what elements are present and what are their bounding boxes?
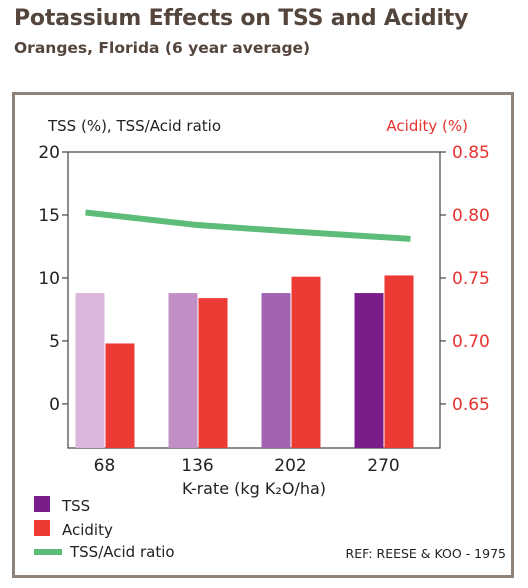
y-right-tick-label: 0.65 [452, 395, 490, 415]
acidity-bar [291, 276, 321, 448]
y-left-tick-label: 20 [38, 143, 60, 163]
y-left-tick-label: 15 [38, 206, 60, 226]
legend-swatch-tss [34, 496, 50, 512]
acidity-bar [105, 343, 135, 448]
acidity-bar [384, 275, 414, 448]
legend-swatch-acidity [34, 520, 50, 536]
y-right-tick-label: 0.70 [452, 332, 490, 352]
y-axis-right-label: Acidity (%) [386, 117, 468, 135]
x-tick-label: 68 [94, 456, 116, 476]
y-axis-left-label: TSS (%), TSS/Acid ratio [47, 117, 221, 135]
legend-label-ratio: TSS/Acid ratio [69, 543, 175, 561]
y-right-tick-label: 0.80 [452, 206, 490, 226]
ratio-line [85, 209, 411, 242]
tss-bar [168, 293, 198, 448]
x-tick-label: 202 [274, 456, 306, 476]
legend: TSS Acidity TSS/Acid ratio [34, 496, 175, 561]
x-tick-label: 270 [367, 456, 399, 476]
reference-note: REF: REESE & KOO - 1975 [346, 546, 506, 561]
x-tick-label: 136 [181, 456, 213, 476]
chart-title: Potassium Effects on TSS and Acidity [14, 6, 469, 31]
chart-frame [12, 92, 514, 578]
legend-label-acidity: Acidity [62, 521, 113, 539]
chart-subtitle: Oranges, Florida (6 year average) [14, 39, 311, 57]
x-axis-label: K-rate (kg K₂O/ha) [182, 479, 326, 498]
y-left-tick-label: 10 [38, 269, 60, 289]
acidity-bar [198, 298, 228, 448]
y-right-tick-label: 0.75 [452, 269, 490, 289]
tss-bar [261, 293, 291, 448]
tss-bar [354, 293, 384, 448]
y-right-tick-label: 0.85 [452, 143, 490, 163]
legend-label-tss: TSS [61, 497, 90, 515]
plot-area [67, 151, 441, 449]
y-left-tick-label: 5 [49, 332, 60, 352]
tss-bar [75, 293, 105, 448]
y-left-tick-label: 0 [49, 395, 60, 415]
legend-swatch-ratio [34, 549, 62, 555]
